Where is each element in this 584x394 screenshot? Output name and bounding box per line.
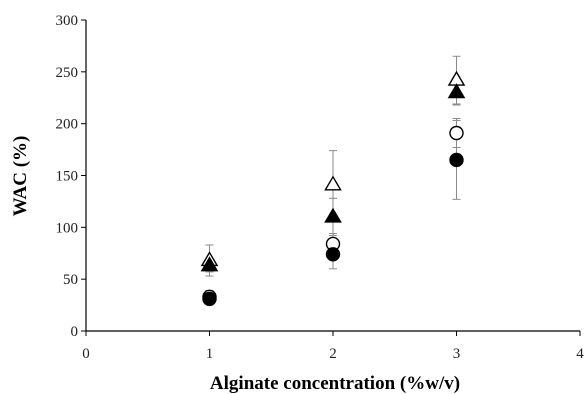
y-tick-label: 150	[56, 169, 79, 185]
y-tick-label: 100	[56, 220, 79, 236]
x-tick-label: 4	[576, 346, 584, 362]
data-points	[200, 70, 466, 307]
data-point-triangle-filled	[200, 256, 219, 272]
x-axis-ticks: 0 1 2 3 4	[82, 331, 584, 362]
x-tick-label: 0	[82, 346, 90, 362]
data-point-triangle-open	[447, 70, 466, 86]
data-point-circle-open	[449, 125, 464, 141]
data-point-circle-filled	[325, 247, 341, 262]
y-axis-title: WAC (%)	[10, 136, 31, 217]
data-point-circle-filled	[202, 291, 217, 307]
data-point-triangle-filled	[447, 83, 466, 99]
data-point-triangle-filled	[324, 207, 342, 223]
y-axis-ticks: 0 50 100 150 200 250 300	[56, 13, 86, 340]
x-axis-title: Alginate concentration (%w/v)	[210, 373, 460, 394]
x-tick-label: 1	[206, 346, 214, 362]
data-point-triangle-open	[324, 175, 342, 191]
y-tick-label: 300	[56, 13, 79, 29]
y-tick-label: 0	[71, 324, 79, 340]
x-tick-label: 3	[453, 346, 461, 362]
data-point-circle-filled	[449, 152, 464, 168]
x-tick-label: 2	[329, 346, 337, 362]
y-tick-label: 50	[63, 272, 78, 288]
y-tick-label: 200	[56, 117, 79, 133]
y-tick-label: 250	[56, 65, 79, 81]
